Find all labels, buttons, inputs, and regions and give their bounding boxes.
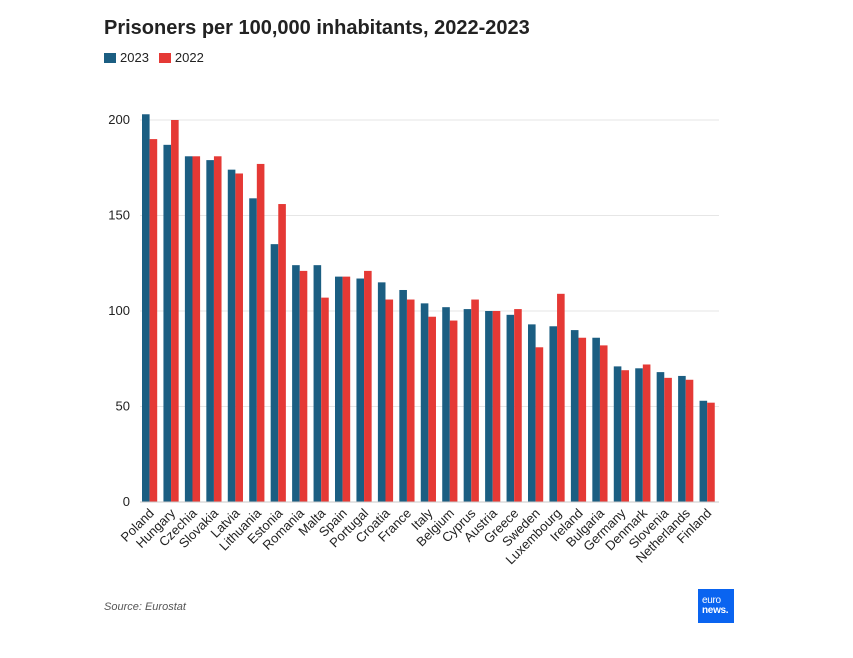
bar-2022-italy xyxy=(428,316,436,502)
bar-2022-luxembourg xyxy=(557,293,565,502)
bar-2022-belgium xyxy=(449,320,458,502)
legend-item-2023: 2023 xyxy=(104,50,149,65)
bar-2023-finland xyxy=(699,400,708,502)
bar-2023-denmark xyxy=(635,368,643,502)
legend-swatch-2022 xyxy=(158,52,171,63)
bar-2023-spain xyxy=(335,276,343,502)
y-tick-label-0: 0 xyxy=(123,494,130,509)
bar-2023-germany xyxy=(613,366,622,502)
bar-2022-lithuania xyxy=(256,163,265,502)
bar-2023-poland xyxy=(142,114,150,503)
bar-2022-poland xyxy=(149,139,158,502)
bar-2023-romania xyxy=(292,265,300,502)
legend-label-2022: 2022 xyxy=(174,50,204,65)
bar-2022-cyprus xyxy=(471,299,479,502)
bar-2022-greece xyxy=(514,309,522,502)
logo-line-1: euro xyxy=(702,595,721,606)
legend-item-2022: 2022 xyxy=(158,50,204,65)
bar-2022-portugal xyxy=(364,270,372,502)
bar-2022-slovenia xyxy=(664,377,672,502)
bar-2023-bulgaria xyxy=(592,337,600,502)
bar-2023-slovenia xyxy=(656,372,665,502)
bar-2023-latvia xyxy=(227,169,236,502)
bar-2022-finland xyxy=(707,402,715,502)
bar-2023-croatia xyxy=(377,282,386,502)
bar-2022-bulgaria xyxy=(599,345,608,502)
bar-2022-czechia xyxy=(192,156,201,503)
y-tick-label-100: 100 xyxy=(108,303,130,318)
y-tick-label-50: 50 xyxy=(116,399,130,414)
y-tick-label-150: 150 xyxy=(108,208,130,223)
bar-2023-hungary xyxy=(163,144,172,502)
bar-2022-slovakia xyxy=(213,156,222,503)
bar-2023-cyprus xyxy=(463,309,472,502)
logo-line-2: news. xyxy=(702,605,729,616)
bar-2022-germany xyxy=(621,370,629,502)
legend-swatch-2023 xyxy=(104,52,116,63)
bar-2022-denmark xyxy=(642,364,651,502)
bar-2023-estonia xyxy=(270,244,279,502)
bar-2022-croatia xyxy=(385,299,394,502)
y-tick-label-200: 200 xyxy=(108,112,130,127)
bar-2022-ireland xyxy=(578,337,587,502)
chart-title: Prisoners per 100,000 inhabitants, 2022-… xyxy=(104,17,530,39)
bar-2023-italy xyxy=(420,303,429,502)
source-note: Source: Eurostat xyxy=(104,601,186,613)
bar-2022-france xyxy=(406,299,415,502)
bar-2023-luxembourg xyxy=(549,326,558,502)
bar-2023-lithuania xyxy=(249,198,257,502)
bar-2022-hungary xyxy=(171,120,179,502)
legend-label-2023: 2023 xyxy=(120,50,149,65)
bar-2023-france xyxy=(399,289,407,502)
legend: 2023 2022 xyxy=(104,50,214,65)
bar-2022-austria xyxy=(492,311,501,502)
bar-2023-malta xyxy=(313,265,322,502)
bar-2022-spain xyxy=(342,276,351,502)
bar-2022-malta xyxy=(321,297,329,502)
bar-2023-sweden xyxy=(528,324,536,502)
bar-2023-austria xyxy=(485,311,493,502)
bar-2022-latvia xyxy=(235,173,243,503)
bar-2023-netherlands xyxy=(678,375,686,502)
bar-2022-netherlands xyxy=(685,379,694,502)
bar-2023-portugal xyxy=(356,278,365,502)
bar-2022-sweden xyxy=(535,347,544,502)
bar-2023-belgium xyxy=(442,307,450,502)
bar-2023-ireland xyxy=(570,330,579,502)
bar-2023-czechia xyxy=(184,156,193,503)
bar-2022-romania xyxy=(299,270,308,502)
bar-2023-greece xyxy=(506,314,515,502)
euronews-logo: euro news. xyxy=(698,589,734,623)
bar-2023-slovakia xyxy=(206,160,214,503)
bar-2022-estonia xyxy=(278,204,286,503)
